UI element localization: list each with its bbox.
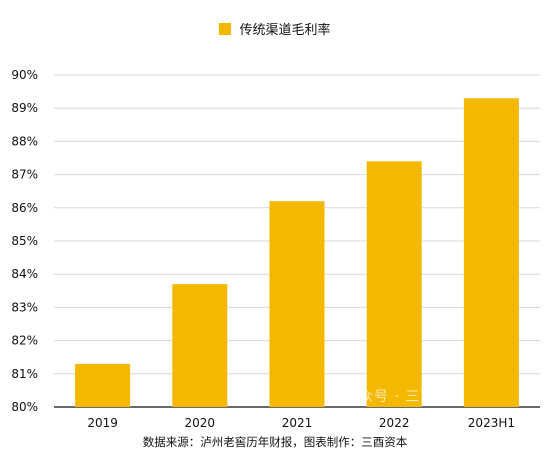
y-tick-label: 90%: [11, 68, 38, 82]
y-tick-label: 87%: [11, 168, 38, 182]
x-tick-label: 2021: [282, 416, 313, 430]
watermark: 公众号 · 三酉资本: [344, 389, 466, 405]
y-tick-label: 82%: [11, 334, 38, 348]
y-tick-label: 81%: [11, 367, 38, 381]
y-tick-label: 89%: [11, 101, 38, 115]
x-tick-label: 2019: [87, 416, 118, 430]
legend: 传统渠道毛利率: [0, 19, 550, 38]
x-tick-label: 2022: [379, 416, 410, 430]
y-tick-label: 86%: [11, 201, 38, 215]
legend-swatch: [219, 22, 232, 35]
y-tick-label: 84%: [11, 267, 38, 281]
bar-2021: [269, 201, 325, 407]
x-tick-label: 2023H1: [468, 416, 515, 430]
y-tick-label: 85%: [11, 234, 38, 248]
source-note: 数据来源：泸州老窖历年财报，图表制作：三酉资本: [142, 435, 408, 449]
x-tick-label: 2020: [185, 416, 216, 430]
y-tick-label: 88%: [11, 134, 38, 148]
y-tick-label: 83%: [11, 300, 38, 314]
legend-label: 传统渠道毛利率: [239, 23, 331, 38]
bar-2022: [366, 161, 422, 407]
y-tick-label: 80%: [11, 400, 38, 414]
bar-2020: [172, 284, 228, 407]
bar-2019: [75, 363, 131, 407]
bar-2023H1: [463, 98, 519, 408]
